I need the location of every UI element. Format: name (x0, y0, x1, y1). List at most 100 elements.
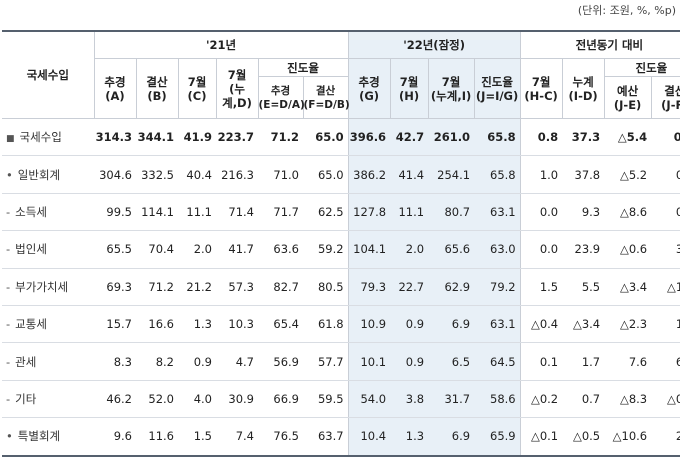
table-cell: 332.5 (136, 155, 178, 194)
table-cell: 344.1 (136, 118, 178, 157)
table-cell: 8.3 (94, 342, 136, 381)
table-cell: 10.4 (347, 417, 391, 457)
table-cell: 80.7 (428, 193, 475, 232)
table-cell: 1.3 (178, 305, 216, 344)
table-cell: 15.7 (94, 305, 136, 344)
table-cell: △0.5 (562, 417, 605, 457)
table-cell: 11.1 (390, 193, 429, 232)
table-cell: △3.4 (562, 305, 605, 344)
table-cell: 63.0 (474, 230, 521, 269)
tax-revenue-table: 국세수입 '21년 '22년(잠정) 전년동기 대비 추경 (A) 결산 (B)… (2, 30, 680, 457)
table-cell: 66.9 (258, 380, 303, 419)
row-bullet: ■ (6, 134, 15, 145)
table-cell: 30.9 (216, 380, 258, 419)
table-cell: △5.2 (604, 155, 652, 194)
table-cell: 5.5 (562, 268, 605, 306)
table-cell: 21.2 (178, 268, 216, 306)
table-cell: 9.3 (562, 193, 605, 232)
table-cell: 304.6 (94, 155, 136, 194)
table-cell: 63.7 (303, 417, 349, 457)
row-label-text: 교통세 (15, 317, 47, 332)
table-cell: △3.4 (604, 268, 652, 306)
col-header-d: 7월 (누계,D) (215, 58, 258, 119)
row-header: 국세수입 (2, 30, 94, 119)
table-cell: 1.3 (651, 305, 680, 344)
table-cell: 2.0 (390, 230, 429, 269)
table-row: • 일반회계 304.6 332.5 40.4 216.3 71.0 65.0 386.2 41.… (2, 155, 680, 194)
table-cell: △1.3 (651, 268, 680, 306)
table-row: • 특별회계 9.6 11.6 1.5 7.4 76.5 63.7 10.4 1.3 6.9 65.9… (2, 417, 680, 457)
table-cell: 314.3 (94, 118, 136, 157)
table-cell: 11.1 (178, 193, 216, 232)
row-label-text: 관세 (15, 354, 37, 369)
row-bullet: • (6, 167, 13, 182)
row-label: - 기타 (2, 380, 94, 419)
unit-note: (단위: 조원, %, %p) (577, 4, 676, 17)
table-cell: 31.7 (428, 380, 475, 419)
table-cell: 62.5 (303, 193, 349, 232)
table-cell: 16.6 (136, 305, 178, 344)
table-row: ■ 국세수입 314.3 344.1 41.9 223.7 71.2 65.0 396.6 42.… (2, 118, 680, 157)
row-bullet: - (6, 242, 11, 257)
table-cell: 0.1 (519, 342, 563, 381)
table-cell: 61.8 (303, 305, 349, 344)
row-bullet: - (6, 391, 11, 406)
table-cell: △0.2 (519, 380, 563, 419)
table-cell: △2.3 (604, 305, 652, 344)
table-cell: 7.4 (216, 417, 258, 457)
col-header-h: 7월 (H) (389, 58, 429, 119)
table-cell: 8.2 (136, 342, 178, 381)
table-cell: 65.0 (303, 155, 349, 194)
table-cell: 216.3 (216, 155, 258, 194)
col-header-c: 7월 (C) (177, 58, 216, 119)
progress-header-21: 진도율 (257, 58, 349, 77)
table-cell: 62.9 (428, 268, 475, 306)
row-bullet: - (6, 354, 11, 369)
table-cell: △0.9 (651, 380, 680, 419)
table-cell: 223.7 (216, 118, 258, 157)
table-cell: 41.9 (178, 118, 216, 157)
table-cell: 10.3 (216, 305, 258, 344)
table-cell: 254.1 (428, 155, 475, 194)
table-cell: 63.1 (474, 305, 521, 344)
progress-header-yoy: 진도율 (603, 58, 680, 77)
row-label: - 교통세 (2, 305, 94, 344)
table-cell: 65.0 (303, 118, 349, 157)
row-label-text: 법인세 (15, 242, 47, 257)
table-cell: 2.0 (178, 230, 216, 269)
table-cell: 79.2 (474, 268, 521, 306)
table-cell: △8.3 (604, 380, 652, 419)
row-label: - 소득세 (2, 193, 94, 232)
table-row: - 법인세 65.5 70.4 2.0 41.7 63.6 59.2 104.1 2.0 65.6 6… (2, 230, 680, 269)
col-header-id: 누계 (I-D) (561, 58, 605, 119)
table-cell: 6.9 (428, 417, 475, 457)
table-cell: 1.3 (390, 417, 429, 457)
table-cell: 1.7 (562, 342, 605, 381)
table-cell: 4.0 (178, 380, 216, 419)
row-bullet: - (6, 204, 11, 219)
table-row: - 부가가치세 69.3 71.2 21.2 57.3 82.7 80.5 79.3 22.7 62… (2, 268, 680, 306)
table-cell: 69.3 (94, 268, 136, 306)
table-cell: △0.6 (604, 230, 652, 269)
table-cell: 0.0 (519, 230, 563, 269)
table-cell: 41.4 (390, 155, 429, 194)
row-label: - 법인세 (2, 230, 94, 269)
table-cell: 1.5 (178, 417, 216, 457)
table-cell: 0.9 (390, 305, 429, 344)
col-header-f: 결산 (F=D/B) (302, 76, 350, 119)
table-cell: 56.9 (258, 342, 303, 381)
row-label: • 일반회계 (2, 155, 94, 194)
table-cell: 261.0 (428, 118, 475, 157)
col-header-b: 결산 (B) (135, 58, 178, 119)
row-label: • 특별회계 (2, 417, 94, 457)
col-header-j: 진도율 (J=I/G) (473, 58, 521, 119)
table-cell: 4.7 (216, 342, 258, 381)
table-cell: 104.1 (347, 230, 391, 269)
group-header-yoy: 전년동기 대비 (519, 30, 680, 59)
table-cell: 7.6 (604, 342, 652, 381)
col-header-hc: 7월 (H-C) (519, 58, 563, 119)
table-cell: 0.0 (519, 193, 563, 232)
table-cell: 76.5 (258, 417, 303, 457)
table-cell: 80.5 (303, 268, 349, 306)
table-cell: 71.7 (258, 193, 303, 232)
